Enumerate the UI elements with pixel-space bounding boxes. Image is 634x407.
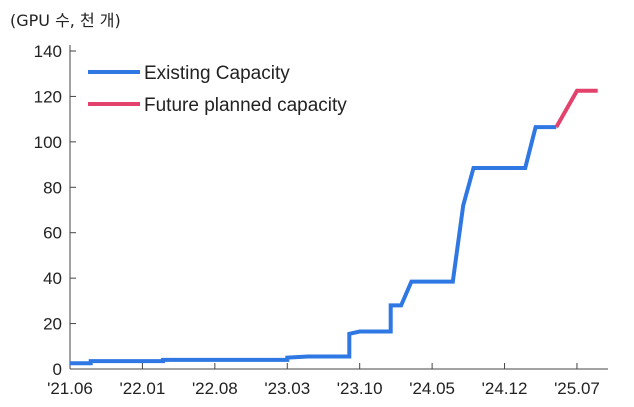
x-tick-label: '23.10	[337, 379, 383, 398]
y-tick-label: 20	[43, 315, 62, 334]
x-tick-label: '21.06	[47, 379, 93, 398]
x-tick-label: '22.08	[192, 379, 238, 398]
y-tick-label: 40	[43, 269, 62, 288]
series-line-future-planned-capacity	[554, 88, 598, 129]
legend: Existing Capacity Future planned capacity	[88, 63, 347, 116]
y-tick-label: 100	[34, 133, 62, 152]
x-tick-label: '25.07	[554, 379, 600, 398]
x-tick-label: '22.01	[120, 379, 166, 398]
legend-label: Existing Capacity	[144, 63, 290, 84]
y-tick-label: 60	[43, 224, 62, 243]
y-tick-label: 0	[53, 360, 62, 379]
y-tick-label: 140	[34, 42, 62, 61]
x-tick-label: '24.05	[409, 379, 455, 398]
legend-label: Future planned capacity	[144, 95, 347, 116]
y-tick-label: 80	[43, 178, 62, 197]
x-tick-label: '23.03	[264, 379, 310, 398]
series-layer	[70, 88, 598, 366]
x-tick-label: '24.12	[482, 379, 528, 398]
series-line-existing-capacity	[70, 125, 557, 366]
y-axis: 0 20 40 60 80 100 120 140	[34, 42, 76, 379]
x-axis: '21.06 '22.01 '22.08 '23.03 '23.10 '24.05 '24.…	[47, 363, 608, 398]
y-tick-label: 120	[34, 87, 62, 106]
y-unit-label: (GPU 수, 천 개)	[10, 11, 121, 30]
